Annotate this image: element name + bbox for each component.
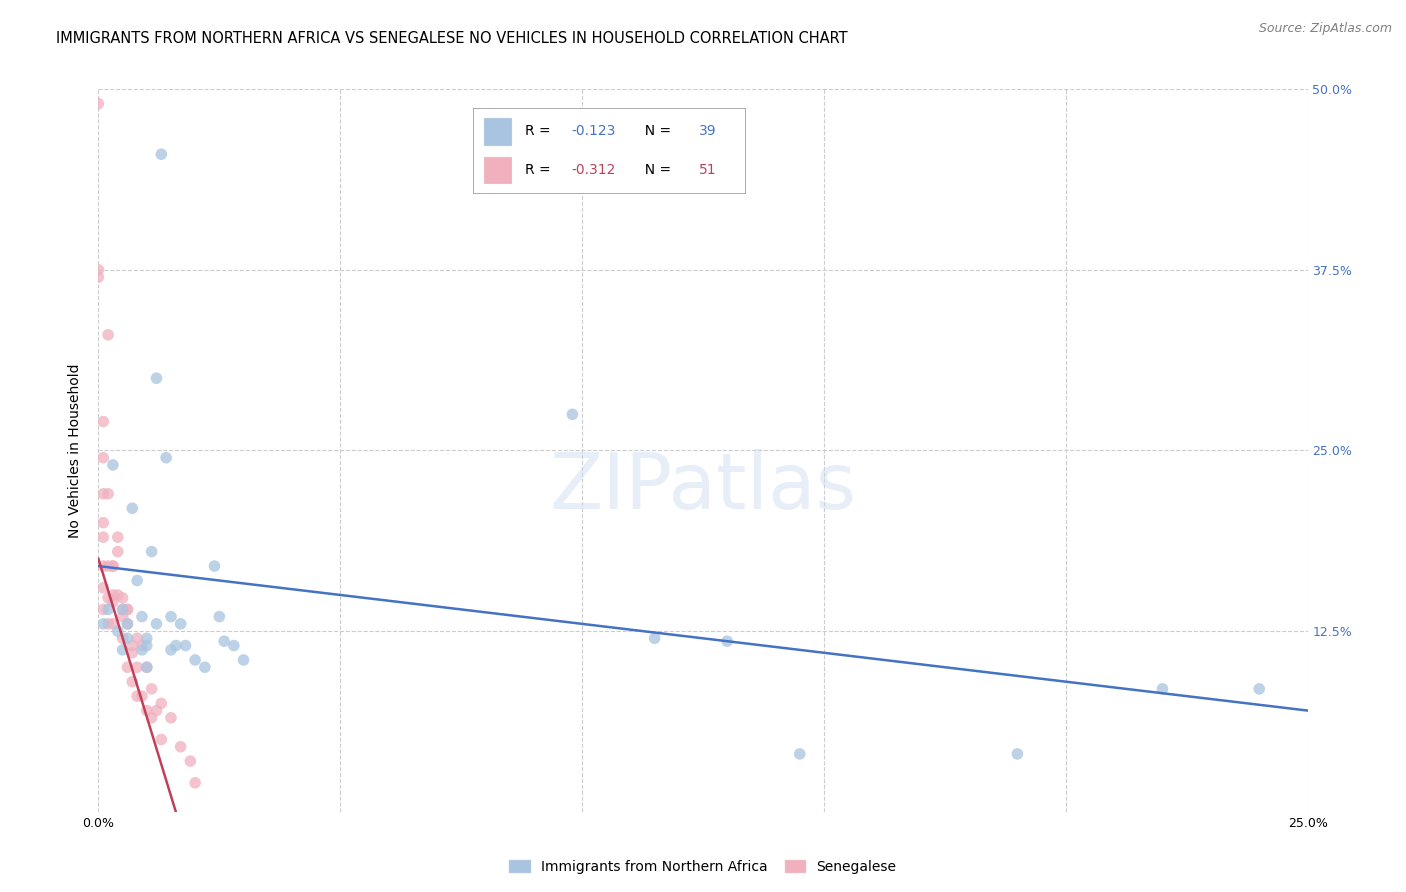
Point [135,704,157,718]
Point [117,616,139,631]
Text: ZIPatlas: ZIPatlas [550,449,856,524]
Point [208,609,231,624]
Point [117,602,139,616]
Point [111,591,134,605]
Point [127,632,149,646]
Point [101,595,124,609]
Point [1152,681,1174,696]
Point [111,602,134,616]
Point [135,639,157,653]
Point [131,639,153,653]
Point [127,689,149,703]
Point [111,632,134,646]
Point [97,616,120,631]
Point [184,653,207,667]
Point [101,588,124,602]
Point [91,415,114,429]
Point [101,458,124,472]
Point [87,270,110,285]
Point [91,530,114,544]
Point [141,711,163,725]
Point [160,711,183,725]
Point [150,732,173,747]
Point [101,616,124,631]
Point [169,616,191,631]
Point [107,624,129,639]
Point [561,407,583,421]
Point [97,487,120,501]
Point [150,696,173,710]
Point [87,96,110,111]
Point [644,632,666,646]
Point [165,639,187,653]
Point [135,660,157,674]
Point [111,609,134,624]
Point [97,602,120,616]
Point [1007,747,1029,761]
Point [107,544,129,558]
Text: IMMIGRANTS FROM NORTHERN AFRICA VS SENEGALESE NO VEHICLES IN HOUSEHOLD CORRELATI: IMMIGRANTS FROM NORTHERN AFRICA VS SENEG… [56,31,848,46]
Point [91,487,114,501]
Point [117,602,139,616]
Point [97,327,120,342]
Point [222,639,245,653]
Point [716,634,738,648]
Point [789,747,811,761]
Point [117,660,139,674]
Point [160,643,183,657]
Point [91,602,114,616]
Point [174,639,197,653]
Point [145,371,167,385]
Point [91,616,114,631]
Point [135,660,157,674]
Point [155,450,177,465]
Point [91,559,114,574]
Point [111,602,134,616]
Y-axis label: No Vehicles in Household: No Vehicles in Household [69,363,83,538]
Point [141,544,163,558]
Point [179,754,201,768]
Point [169,739,191,754]
Point [131,689,153,703]
Point [121,639,143,653]
Point [135,632,157,646]
Point [212,634,235,648]
Point [97,559,120,574]
Point [91,581,114,595]
Point [121,674,143,689]
Point [131,609,153,624]
Point [121,501,143,516]
Point [232,653,254,667]
Point [121,646,143,660]
Point [91,450,114,465]
Point [117,632,139,646]
Point [145,616,167,631]
Point [184,776,207,790]
Point [107,530,129,544]
Point [117,616,139,631]
Point [141,681,163,696]
Point [194,660,217,674]
Point [131,643,153,657]
Legend: Immigrants from Northern Africa, Senegalese: Immigrants from Northern Africa, Senegal… [502,853,904,880]
Point [111,643,134,657]
Point [127,574,149,588]
Text: Source: ZipAtlas.com: Source: ZipAtlas.com [1258,22,1392,36]
Point [160,609,183,624]
Point [101,559,124,574]
Point [101,559,124,574]
Point [97,591,120,605]
Point [107,588,129,602]
Point [204,559,226,574]
Point [150,147,173,161]
Point [127,660,149,674]
Point [91,516,114,530]
Point [87,262,110,277]
Point [1249,681,1271,696]
Point [145,704,167,718]
